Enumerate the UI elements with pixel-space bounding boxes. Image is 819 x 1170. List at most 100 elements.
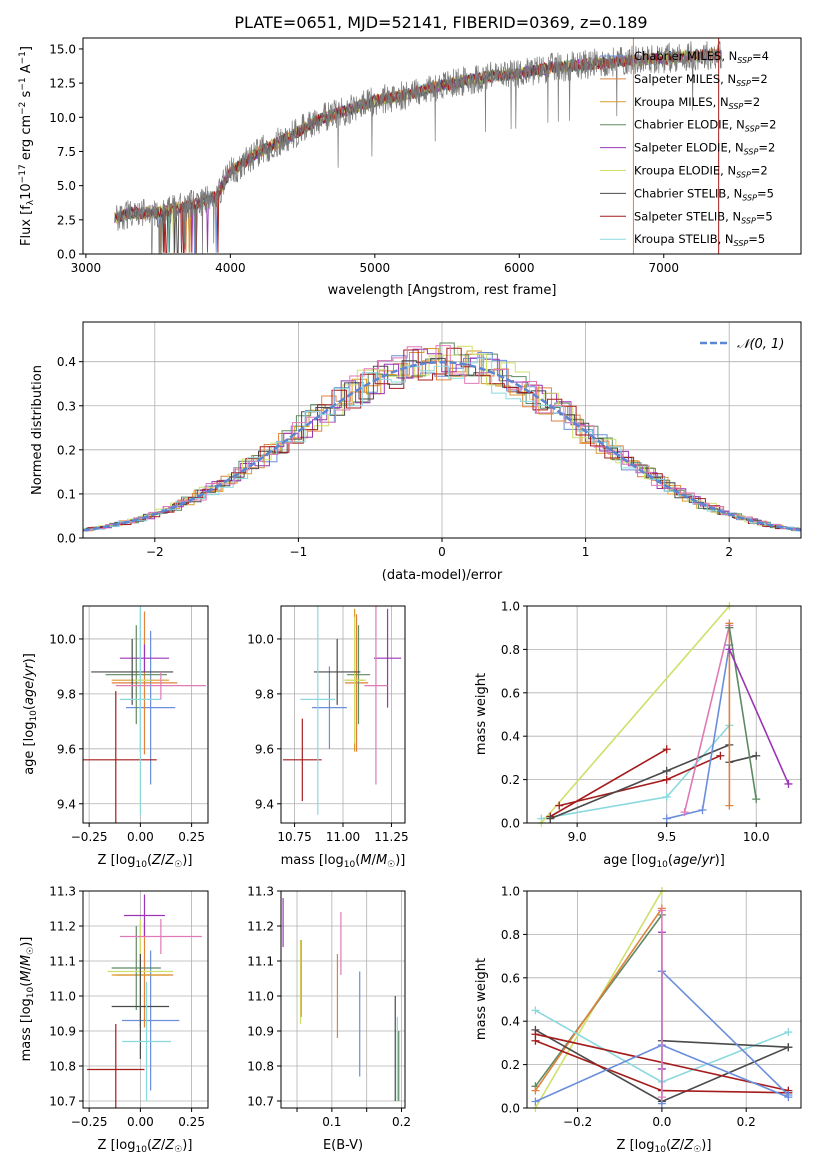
x-tick-label: 0.0 bbox=[652, 1115, 671, 1129]
mass-vs-ebv-axes-frame bbox=[280, 890, 406, 1109]
legend-subscript: SSP bbox=[736, 171, 751, 180]
y-tick-label: 0.2 bbox=[57, 443, 76, 457]
x-tick-label: 7000 bbox=[648, 261, 679, 275]
age-vs-Z-ylabel: age [log10(age/yr)] bbox=[22, 653, 39, 775]
plus-marker bbox=[662, 766, 671, 775]
y-tick-label: 10.0 bbox=[49, 111, 76, 125]
plus-marker bbox=[698, 805, 707, 814]
y-tick-label: 12.5 bbox=[49, 77, 76, 91]
y-tick-label: 9.4 bbox=[255, 797, 274, 811]
mass-vs-Z-axes-frame bbox=[82, 890, 209, 1109]
x-tick-label: 0.2 bbox=[392, 1115, 411, 1129]
x-tick-label: 4000 bbox=[215, 261, 246, 275]
y-tick-label: 0.3 bbox=[57, 399, 76, 413]
y-tick-label: 0.4 bbox=[501, 730, 520, 744]
x-tick-label: 0.00 bbox=[127, 830, 154, 844]
weight-vs-age-axes-frame bbox=[526, 605, 802, 824]
legend-subscript: SSP bbox=[741, 216, 756, 225]
legend-count: =5 bbox=[756, 209, 773, 223]
y-tick-label: 11.0 bbox=[49, 990, 76, 1004]
plus-marker bbox=[531, 1030, 540, 1039]
y-tick-label: 0.6 bbox=[501, 686, 520, 700]
x-tick-label: 11.25 bbox=[374, 830, 408, 844]
errbars bbox=[282, 898, 400, 1101]
plus-marker bbox=[662, 775, 671, 784]
model-spectrum-line bbox=[114, 46, 722, 254]
y-tick-label: 9.4 bbox=[57, 797, 76, 811]
y-tick-label: 0.8 bbox=[501, 928, 520, 942]
model-spectrum-line bbox=[114, 48, 722, 253]
errbars bbox=[87, 894, 202, 1108]
x-tick-label: 9.0 bbox=[568, 830, 587, 844]
plus-marker bbox=[752, 795, 761, 804]
x-tick-label: −2 bbox=[146, 545, 164, 559]
weight-vs-age-panel: 9.0 9.5 10.0 0.0 0.2 0.4 0.6 0.8 1.0 age [log10(… bbox=[474, 600, 802, 870]
weight-line bbox=[661, 970, 789, 1096]
residual-ylabel: Normed distribution bbox=[30, 365, 45, 495]
spectrum-legend: Chabrier MILES, NSSP=4 Salpeter MILES, NS… bbox=[600, 49, 776, 248]
legend-label: Chabrier STELIB, NSSP=5 bbox=[634, 186, 774, 202]
residual-legend: 𝒩(0, 1) bbox=[700, 337, 784, 352]
plus-marker bbox=[546, 814, 555, 823]
weight-vs-Z-xlabel: Z [log10(Z/Z☉)] bbox=[617, 1138, 712, 1155]
spectrum-panel: 3000 4000 5000 6000 7000 0.0 2.5 5.0 7.5 10.0 12.5… bbox=[18, 37, 802, 298]
plus-marker bbox=[531, 1086, 540, 1095]
legend-label: Salpeter ELODIE, NSSP=2 bbox=[634, 141, 775, 157]
x-tick-label: −1 bbox=[290, 545, 308, 559]
y-tick-label: 0.2 bbox=[501, 773, 520, 787]
weight-vs-age-xlabel: age [log10(age/yr)] bbox=[603, 853, 725, 870]
plus-marker bbox=[657, 906, 666, 915]
weight-line bbox=[540, 605, 731, 824]
y-tick-label: 7.5 bbox=[57, 145, 76, 159]
y-tick-label: 9.8 bbox=[255, 687, 274, 701]
plus-marker bbox=[531, 1006, 540, 1015]
y-tick-label: 11.1 bbox=[247, 955, 274, 969]
x-tick-label: 10.75 bbox=[277, 830, 311, 844]
model-spectrum-line bbox=[114, 48, 722, 254]
x-tick-label: −0.25 bbox=[71, 1115, 108, 1129]
x-tick-label: 0.1 bbox=[322, 1115, 341, 1129]
mass-vs-Z-panel: −0.25 0.00 0.25 10.7 10.8 10.9 11.0 11.1 11.2 11.… bbox=[19, 885, 209, 1155]
plus-marker bbox=[784, 1043, 793, 1052]
age-vs-mass-xlabel: mass [log10(M/M☉)] bbox=[281, 853, 406, 870]
legend-count: =5 bbox=[748, 232, 765, 246]
y-tick-label: 11.2 bbox=[247, 920, 274, 934]
y-tick-label: 9.6 bbox=[255, 742, 274, 756]
weight-line bbox=[728, 649, 790, 785]
y-tick-label: 11.3 bbox=[247, 885, 274, 899]
y-tick-label: 10.9 bbox=[247, 1025, 274, 1039]
spectrum-xlabel: wavelength [Angstrom, rest frame] bbox=[328, 283, 557, 298]
weight-line bbox=[534, 907, 663, 1092]
mass-vs-ebv-xlabel: E(B-V) bbox=[323, 1138, 363, 1153]
legend-count: =2 bbox=[743, 95, 760, 109]
y-tick-label: 10.9 bbox=[49, 1025, 76, 1039]
x-tick-label: 1 bbox=[582, 545, 590, 559]
errbars bbox=[282, 606, 402, 815]
age-vs-Z-panel: −0.25 0.00 0.25 9.4 9.6 9.8 10.0 Z [log10(Z/Z☉… bbox=[22, 605, 209, 870]
y-tick-label: 0.1 bbox=[57, 487, 76, 501]
y-tick-label: 0.0 bbox=[501, 817, 520, 831]
legend-label: Salpeter STELIB, NSSP=5 bbox=[634, 209, 773, 225]
x-tick-label: 0 bbox=[438, 545, 446, 559]
residual-histogram bbox=[83, 348, 801, 532]
x-tick-label: 5000 bbox=[360, 261, 391, 275]
legend-label: Salpeter MILES, NSSP=2 bbox=[634, 72, 768, 88]
plus-marker bbox=[662, 814, 671, 823]
age-vs-mass-panel: 10.75 11.00 11.25 9.4 9.6 9.8 10.0 mass [log10… bbox=[247, 605, 409, 870]
residual-hist-panel: −2 −1 0 1 2 0.0 0.1 0.2 0.3 0.4 (data-model)/erro… bbox=[30, 321, 802, 583]
y-tick-label: 1.0 bbox=[501, 600, 520, 614]
legend-subscript: SSP bbox=[736, 79, 751, 88]
y-tick-label: 0.4 bbox=[57, 355, 76, 369]
x-tick-label: −0.2 bbox=[563, 1115, 592, 1129]
x-tick-label: 0.25 bbox=[178, 1115, 205, 1129]
y-tick-label: 10.0 bbox=[247, 632, 274, 646]
plus-marker bbox=[662, 792, 671, 801]
legend-subscript: SSP bbox=[742, 193, 757, 202]
hist-lines bbox=[83, 342, 801, 532]
weight-vs-Z-panel: −0.2 0.0 0.2 0.0 0.2 0.4 0.6 0.8 1.0 Z [log10(Z/… bbox=[474, 885, 802, 1155]
legend-subscript: SSP bbox=[737, 56, 752, 65]
weight-vs-age-ylabel: mass weight bbox=[474, 673, 489, 755]
weight-line bbox=[661, 1039, 789, 1048]
y-tick-label: 10.8 bbox=[247, 1060, 274, 1074]
weight-line bbox=[728, 627, 757, 800]
